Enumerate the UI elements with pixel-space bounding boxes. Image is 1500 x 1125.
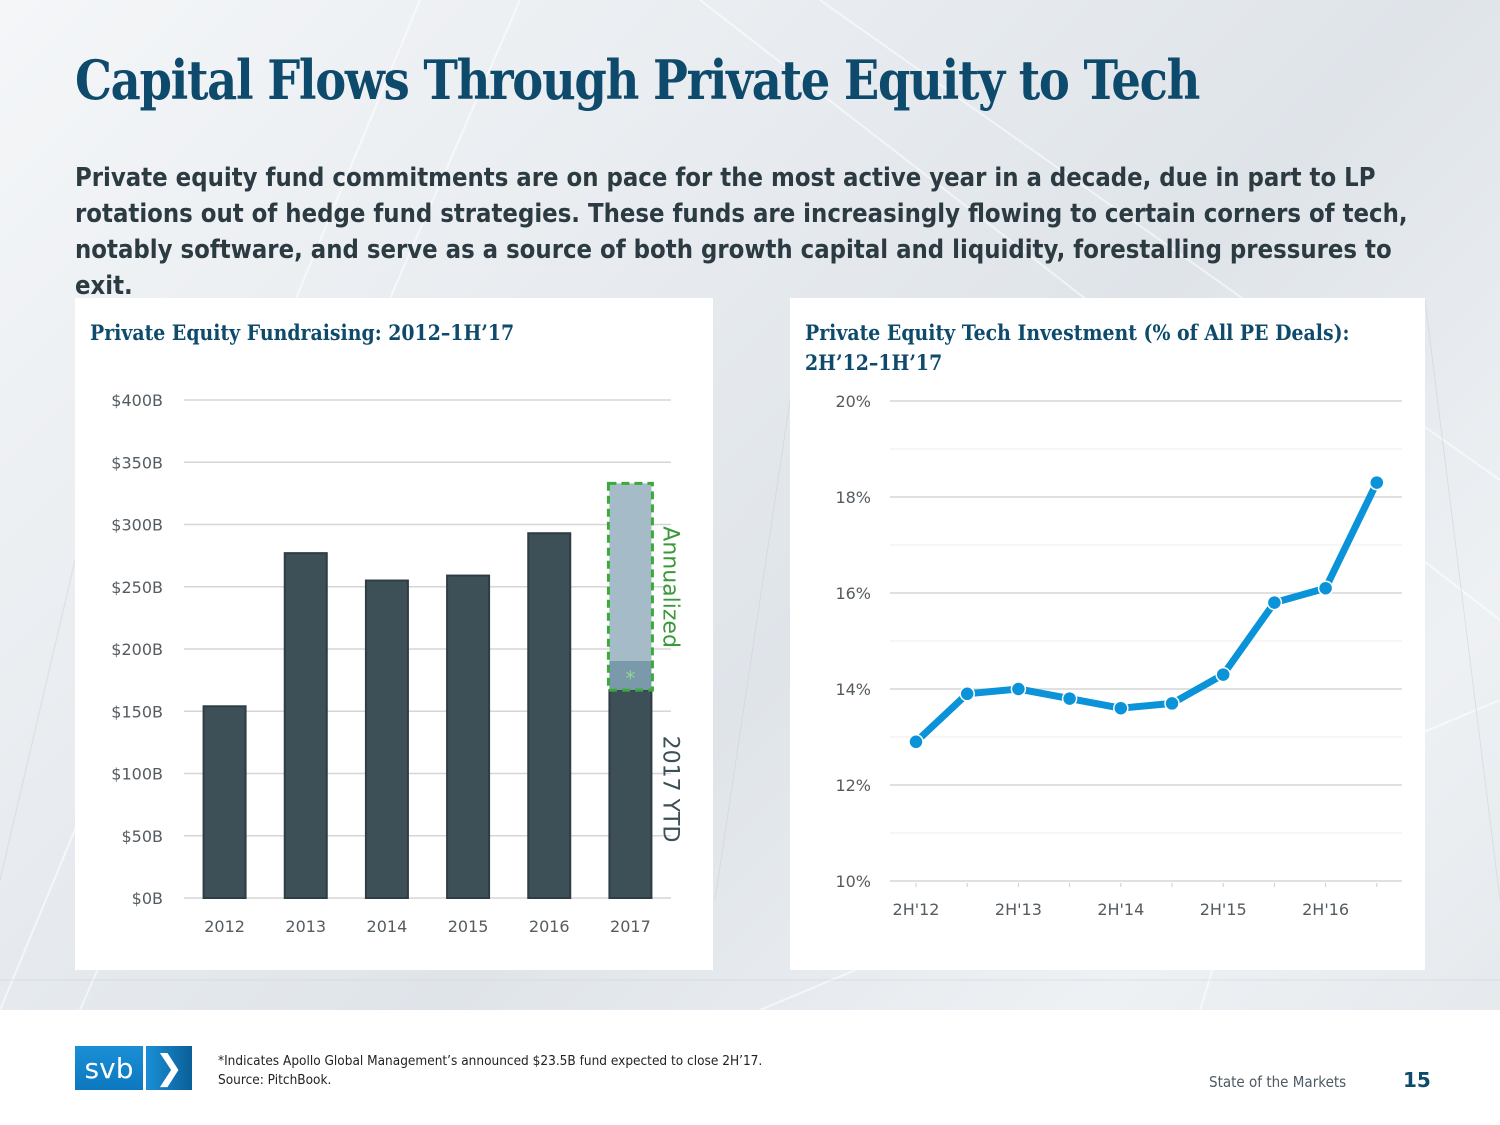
page-title: Capital Flows Through Private Equity to … <box>75 48 1200 112</box>
bar-2017 <box>608 689 653 899</box>
ytd-label: 2017 YTD <box>657 736 682 843</box>
tech-investment-line-chart: 10% 12% 14% 16% 18% 20% 2H'12 2H'13 2H'14 2H'15 2… <box>835 392 1402 919</box>
data-point-1H'13 <box>959 686 975 702</box>
x-tick-label: 2H'13 <box>995 900 1042 919</box>
fundraising-chart-panel: Private Equity Fundraising: 2012–1H’17 $… <box>75 298 713 970</box>
y-tick-label: $150B <box>111 702 163 721</box>
y-tick-label: $50B <box>121 827 163 846</box>
footnote-apollo: *Indicates Apollo Global Management’s an… <box>218 1053 763 1069</box>
y-tick-label: 10% <box>835 872 871 891</box>
y-tick-label: $200B <box>111 640 163 659</box>
y-tick-label: $400B <box>111 391 163 410</box>
x-tick-label: 2017 <box>610 917 651 936</box>
apollo-asterisk: * <box>625 666 635 690</box>
data-point-2H'15 <box>1215 666 1231 683</box>
tech-share-line <box>913 481 1380 745</box>
tech-investment-chart-title: Private Equity Tech Investment (% of All… <box>805 320 1350 375</box>
bar-2013 <box>283 552 328 899</box>
x-tick-label: 2016 <box>529 917 570 936</box>
bar-2012 <box>202 705 247 899</box>
y-tick-label: 16% <box>835 584 871 603</box>
bar-2014 <box>364 579 409 899</box>
x-tick-label: 2H'14 <box>1097 900 1144 919</box>
footnote: *Indicates Apollo Global Management’s an… <box>218 1052 762 1090</box>
x-tick-label: 2H'12 <box>893 900 940 919</box>
apollo-fund-bar-segment <box>609 660 652 691</box>
chevron-right-icon: ❯ <box>146 1046 192 1090</box>
y-tick-label: $250B <box>111 578 163 597</box>
svb-logo: svb ❯ <box>75 1046 192 1090</box>
data-point-1H'15 <box>1164 695 1180 712</box>
y-tick-label: 14% <box>835 680 871 699</box>
annualized-dashed-outline <box>606 481 654 692</box>
x-tick-label: 2H'16 <box>1302 900 1349 919</box>
data-point-1H'16 <box>1266 594 1283 611</box>
y-tick-label: 20% <box>835 392 871 411</box>
data-point-1H'14 <box>1061 690 1078 707</box>
x-tick-label: 2012 <box>204 917 245 936</box>
x-tick-label: 2013 <box>285 917 326 936</box>
y-tick-label: $350B <box>111 453 163 472</box>
tech-investment-chart-panel: Private Equity Tech Investment (% of All… <box>790 298 1425 970</box>
annualized-bar-segment <box>609 483 652 661</box>
x-tick-label: 2014 <box>367 917 408 936</box>
bar-2015 <box>446 574 491 899</box>
fundraising-chart-title: Private Equity Fundraising: 2012–1H’17 <box>90 320 515 345</box>
page-subtitle: Private equity fund commitments are on p… <box>75 163 1408 301</box>
data-point-2H'13 <box>1010 681 1027 697</box>
svb-logo-text: svb <box>75 1046 143 1090</box>
y-tick-label: $0B <box>132 889 163 908</box>
data-point-1H'17 <box>1369 474 1385 491</box>
bar-2016 <box>527 532 572 899</box>
footer-band <box>0 1010 1500 1125</box>
deck-name: State of the Markets <box>1209 1073 1347 1091</box>
fundraising-bar-chart: $0B $50B $100B $150B $200B $250B $300B $350B $40… <box>111 391 682 936</box>
x-tick-label: 2015 <box>448 917 489 936</box>
y-tick-label: $100B <box>111 765 163 784</box>
page-number: 15 <box>1403 1068 1431 1092</box>
y-tick-label: 18% <box>835 488 871 507</box>
y-tick-label: 12% <box>835 776 871 795</box>
data-point-2H'12 <box>908 734 924 750</box>
data-point-2H'14 <box>1113 700 1129 716</box>
x-tick-label: 2H'15 <box>1200 900 1247 919</box>
footnote-source: Source: PitchBook. <box>218 1072 332 1088</box>
y-tick-label: $300B <box>111 516 163 535</box>
data-point-2H'16 <box>1317 580 1334 596</box>
annualized-label: Annualized <box>657 526 682 648</box>
